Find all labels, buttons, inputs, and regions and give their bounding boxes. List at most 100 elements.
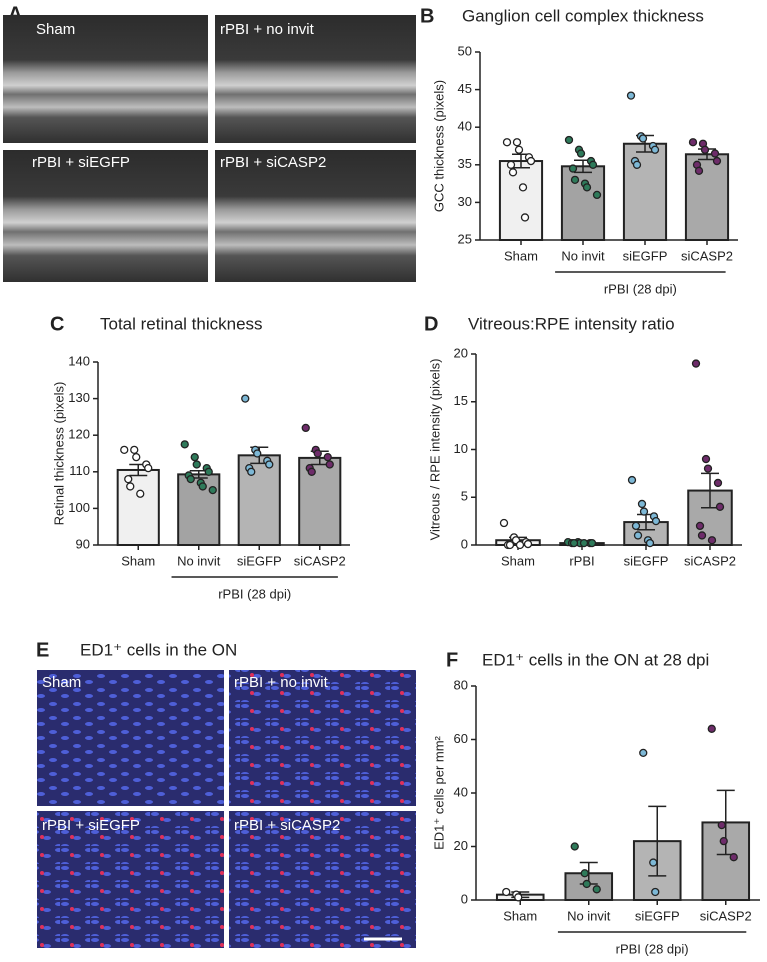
data-point bbox=[313, 449, 322, 458]
data-point bbox=[582, 879, 591, 889]
y-axis-label: ED1⁺ cells per mm² bbox=[431, 735, 446, 849]
data-point bbox=[502, 138, 512, 147]
data-point bbox=[512, 138, 522, 147]
panel-letter: C bbox=[50, 313, 64, 335]
data-point bbox=[120, 445, 129, 454]
data-point bbox=[247, 467, 256, 476]
y-tick-label: 20 bbox=[454, 345, 468, 360]
data-point bbox=[688, 138, 698, 147]
x-tick-label: siCASP2 bbox=[684, 553, 736, 568]
data-point bbox=[325, 460, 334, 469]
fluorescence-image bbox=[229, 670, 416, 806]
data-point bbox=[631, 521, 641, 531]
oct-image bbox=[215, 15, 416, 143]
y-tick-label: 40 bbox=[454, 784, 468, 799]
panel-title: ED1⁺ cells in the ON bbox=[80, 640, 237, 659]
y-tick-label: 60 bbox=[454, 731, 468, 746]
data-point bbox=[632, 160, 642, 169]
x-tick-label: Sham bbox=[504, 248, 538, 263]
y-axis-label: GCC thickness (pixels) bbox=[431, 80, 446, 212]
image-label: rPBI + siEGFP bbox=[42, 817, 140, 834]
y-tick-label: 140 bbox=[68, 353, 90, 368]
y-tick-label: 25 bbox=[458, 231, 472, 246]
data-point bbox=[505, 540, 515, 550]
data-point bbox=[717, 820, 726, 830]
data-point bbox=[208, 485, 217, 495]
y-tick-label: 0 bbox=[461, 891, 468, 906]
data-point bbox=[695, 521, 705, 531]
data-point bbox=[301, 423, 310, 433]
data-point bbox=[520, 213, 530, 222]
data-point bbox=[691, 359, 701, 368]
data-point bbox=[144, 463, 153, 473]
panel-letter: D bbox=[424, 313, 438, 335]
x-tick-label: siCASP2 bbox=[700, 908, 752, 923]
data-point bbox=[204, 467, 213, 476]
panel-letter: E bbox=[36, 639, 49, 661]
image-label: Sham bbox=[42, 674, 81, 691]
image-label: rPBI + siCASP2 bbox=[234, 817, 340, 834]
group-label: rPBI (28 dpi) bbox=[616, 941, 689, 956]
panel-letter: B bbox=[420, 5, 434, 27]
chart: B Ganglion cell complex thickness GCC thic… bbox=[420, 5, 738, 296]
y-tick-label: 30 bbox=[458, 194, 472, 209]
data-point bbox=[323, 453, 332, 462]
y-tick-label: 35 bbox=[458, 156, 472, 171]
data-point bbox=[518, 183, 528, 192]
data-point bbox=[124, 474, 133, 484]
data-point bbox=[579, 538, 589, 548]
data-point bbox=[592, 885, 601, 894]
data-point bbox=[192, 460, 201, 469]
data-point bbox=[729, 853, 738, 862]
y-tick-label: 0 bbox=[461, 536, 468, 551]
data-point bbox=[514, 893, 523, 902]
bar bbox=[498, 160, 544, 241]
bar bbox=[237, 454, 281, 546]
x-tick-label: No invit bbox=[567, 908, 611, 923]
data-point bbox=[703, 464, 713, 473]
data-point bbox=[570, 175, 580, 184]
chart: D Vitreous:RPE intensity ratio Vitreous / … bbox=[424, 313, 742, 568]
x-tick-label: siCASP2 bbox=[681, 248, 733, 263]
y-tick-label: 110 bbox=[69, 463, 90, 478]
data-point bbox=[499, 518, 509, 528]
data-point bbox=[694, 166, 704, 175]
data-point bbox=[645, 538, 655, 548]
data-point bbox=[180, 440, 189, 449]
y-tick-label: 80 bbox=[454, 677, 468, 692]
bar bbox=[116, 468, 160, 546]
bar bbox=[684, 153, 730, 241]
data-point bbox=[576, 149, 586, 158]
data-point bbox=[650, 145, 660, 154]
y-tick-label: 50 bbox=[458, 43, 472, 58]
x-tick-label: siEGFP bbox=[623, 248, 668, 263]
data-point bbox=[649, 858, 658, 867]
panel-e: E ED1⁺ cells in the ON Sham rPBI + no in… bbox=[36, 639, 416, 948]
data-point bbox=[651, 516, 661, 526]
data-point bbox=[715, 502, 725, 511]
data-point bbox=[569, 538, 579, 548]
group-label: rPBI (28 dpi) bbox=[604, 281, 677, 296]
bar bbox=[298, 456, 342, 546]
y-tick-label: 90 bbox=[76, 536, 90, 551]
data-point bbox=[707, 536, 717, 545]
x-tick-label: siEGFP bbox=[237, 553, 282, 568]
fluorescence-image bbox=[37, 811, 224, 948]
x-tick-label: Sham bbox=[501, 553, 535, 568]
x-tick-label: Sham bbox=[121, 553, 155, 568]
image-label: Sham bbox=[36, 21, 75, 38]
y-tick-label: 5 bbox=[461, 489, 468, 504]
y-tick-label: 45 bbox=[458, 81, 472, 96]
image-label: rPBI + no invit bbox=[234, 674, 329, 691]
y-axis-label: Vitreous / RPE intensity (pixels) bbox=[427, 359, 442, 541]
x-tick-label: No invit bbox=[561, 248, 605, 263]
image-label: rPBI + siEGFP bbox=[32, 154, 130, 171]
x-tick-label: rPBI bbox=[569, 553, 594, 568]
y-tick-label: 120 bbox=[68, 427, 90, 442]
data-point bbox=[587, 538, 597, 548]
panel-a: A Sham rPBI + no invit rPBI + siEGFP rPB… bbox=[3, 3, 416, 282]
data-point bbox=[697, 531, 707, 540]
data-point bbox=[568, 164, 578, 173]
data-point bbox=[515, 540, 525, 550]
